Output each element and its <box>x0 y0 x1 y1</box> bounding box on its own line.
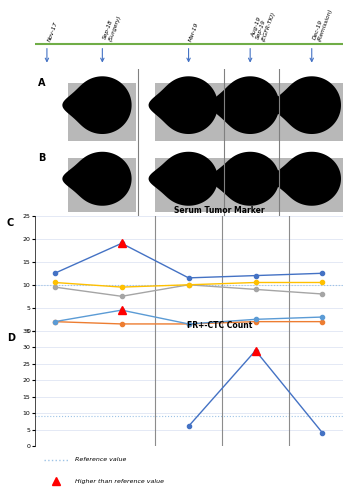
Text: Serum Tumor Marker: Serum Tumor Marker <box>174 206 265 214</box>
Text: B: B <box>38 153 45 163</box>
PathPatch shape <box>272 76 341 134</box>
Text: Aug-19
Sep-19
(EGFR-TKI): Aug-19 Sep-19 (EGFR-TKI) <box>250 7 276 42</box>
PathPatch shape <box>210 152 280 206</box>
FancyBboxPatch shape <box>155 83 222 141</box>
PathPatch shape <box>272 152 341 206</box>
FancyBboxPatch shape <box>278 158 346 212</box>
FancyBboxPatch shape <box>69 158 136 212</box>
PathPatch shape <box>210 76 280 134</box>
Text: A: A <box>38 78 45 88</box>
FancyBboxPatch shape <box>216 83 284 141</box>
Text: Mar-19: Mar-19 <box>189 21 200 42</box>
Text: Higher than reference value: Higher than reference value <box>75 479 164 484</box>
Text: Nov-17: Nov-17 <box>47 20 59 42</box>
Text: Reference value: Reference value <box>75 457 126 462</box>
FancyBboxPatch shape <box>216 158 284 212</box>
FancyBboxPatch shape <box>69 83 136 141</box>
Legend: NSE, CEA, CA125, CA153, CYFRA21-1: NSE, CEA, CA125, CA153, CYFRA21-1 <box>123 356 254 365</box>
FancyBboxPatch shape <box>278 83 346 141</box>
FancyBboxPatch shape <box>155 158 222 212</box>
PathPatch shape <box>148 76 218 134</box>
PathPatch shape <box>62 76 131 134</box>
Text: Sep-18
(Surgery): Sep-18 (Surgery) <box>102 12 122 42</box>
Text: C: C <box>7 218 14 228</box>
Text: D: D <box>7 333 15 343</box>
Text: Dec-19
(Remission): Dec-19 (Remission) <box>312 6 334 42</box>
PathPatch shape <box>148 152 218 206</box>
Text: FR+-CTC Count: FR+-CTC Count <box>187 320 252 330</box>
PathPatch shape <box>62 152 131 206</box>
